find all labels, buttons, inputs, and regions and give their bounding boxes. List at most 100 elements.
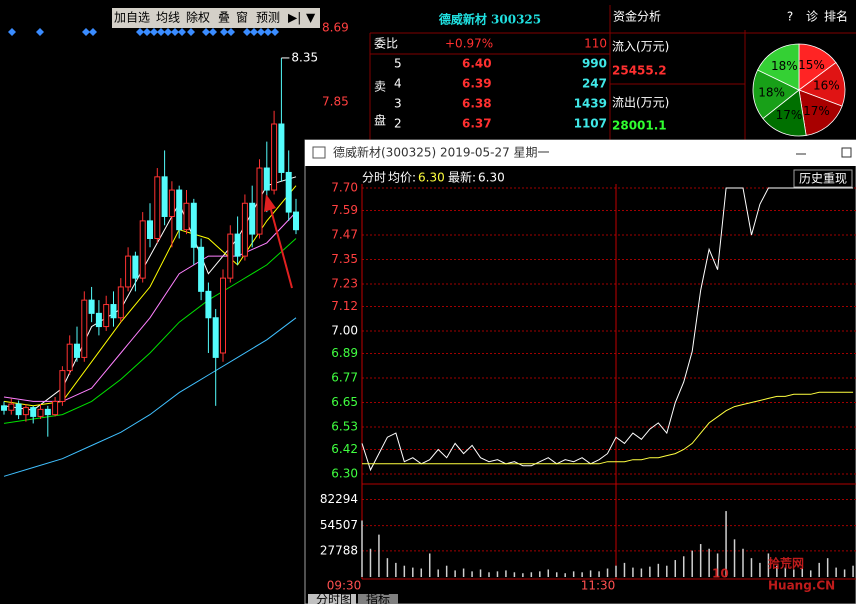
signal-marker — [136, 28, 144, 36]
candle-body — [285, 171, 292, 213]
signal-marker — [143, 28, 151, 36]
signal-marker — [202, 28, 210, 36]
price-line — [362, 391, 854, 465]
stock-title: 德威新材 300325 — [439, 12, 541, 27]
panel-icon[interactable]: ? — [787, 10, 793, 24]
order-side: 盘 — [374, 113, 386, 128]
tab[interactable] — [308, 594, 356, 604]
toolbar-button[interactable]: 除权 — [186, 10, 210, 25]
fund-label: 流入(万元) — [612, 40, 669, 54]
popup-titlebar — [305, 140, 856, 166]
history-button-frame[interactable] — [793, 169, 853, 188]
tab-label[interactable]: 分时图 — [316, 593, 352, 604]
y-tick-label: 7.70 — [331, 181, 358, 195]
toolbar-icon: ▶| — [288, 11, 301, 25]
signal-marker — [8, 28, 16, 36]
candle-body — [220, 277, 226, 354]
signal-marker — [243, 28, 251, 36]
tab[interactable] — [358, 594, 398, 604]
y-tick-label: 6.77 — [331, 370, 358, 384]
candle-body — [205, 290, 212, 319]
candle-body — [110, 304, 117, 319]
mode-label: 分时 — [362, 171, 386, 185]
signal-marker — [250, 28, 258, 36]
order-ratio-volume: 110 — [584, 37, 607, 51]
order-label: 委比 — [374, 37, 398, 51]
order-price: 6.38 — [462, 97, 492, 111]
toolbar-button[interactable]: 窗 — [236, 11, 248, 25]
pie-label: 17% — [776, 108, 803, 122]
signal-marker — [178, 28, 186, 36]
candle-body — [37, 408, 44, 417]
candle-body — [132, 255, 139, 279]
signal-marker — [187, 28, 195, 36]
toolbar-button[interactable]: 预测 — [256, 11, 280, 25]
order-price: 6.40 — [462, 57, 492, 71]
order-volume: 1107 — [574, 117, 607, 131]
candle-body — [161, 176, 168, 217]
pie-slice — [757, 43, 800, 91]
order-level: 2 — [394, 117, 402, 131]
avg-label: 均价: — [388, 171, 416, 185]
candle-body — [212, 317, 219, 358]
candle-body — [271, 123, 278, 191]
candle-body — [15, 403, 22, 416]
candle-body — [176, 189, 183, 231]
candle-body — [1, 405, 7, 411]
toolbar-button[interactable]: 叠 — [218, 11, 230, 25]
volume-tick-label: 82294 — [320, 492, 358, 506]
y-tick-label: 6.53 — [331, 420, 358, 434]
tab-label[interactable]: 指标 — [366, 592, 390, 604]
signal-marker — [157, 28, 165, 36]
maximize-button[interactable] — [841, 147, 852, 158]
candle-body — [125, 255, 132, 288]
toolbar-button[interactable]: 加自选 — [114, 11, 150, 25]
avg-value: 6.30 — [418, 171, 445, 185]
price-line — [361, 187, 854, 472]
fund-outflow: 28001.1 — [612, 119, 667, 133]
candle-body — [227, 233, 234, 279]
candle-body — [44, 408, 51, 416]
candle-body — [88, 299, 95, 314]
pie-slice — [762, 89, 807, 137]
arrow — [269, 205, 293, 289]
candle-body — [74, 343, 80, 358]
y-tick-label: 6.65 — [331, 395, 358, 409]
order-volume: 247 — [582, 77, 607, 91]
toolbar — [112, 8, 320, 28]
candle-body — [81, 299, 88, 358]
order-volume: 990 — [582, 57, 607, 71]
watermark-logo: 10 — [712, 567, 729, 581]
candle-body — [66, 343, 73, 372]
y-tick-label: 7.23 — [331, 277, 358, 291]
signal-marker — [89, 28, 97, 36]
candle-body — [8, 403, 15, 411]
fund-label: 流出(万元) — [612, 96, 669, 110]
candle-body — [256, 167, 263, 235]
popup-icon — [312, 146, 326, 159]
pie-label: 16% — [813, 79, 840, 93]
volume-tick-label: 54507 — [320, 518, 358, 532]
y-tick-label: 7.35 — [331, 252, 358, 266]
candle-body — [234, 233, 241, 257]
candle-body — [22, 407, 29, 416]
panel-icon[interactable]: 诊 — [806, 10, 818, 24]
candle-body — [95, 312, 102, 328]
order-price: 6.37 — [462, 117, 492, 131]
toolbar-button[interactable]: 均线 — [156, 11, 180, 25]
watermark-name: 拾荒网 — [768, 556, 804, 571]
signal-marker — [36, 28, 44, 36]
history-button[interactable]: 历史重现 — [799, 172, 847, 186]
order-volume: 1439 — [574, 97, 607, 111]
order-level: 3 — [394, 97, 402, 111]
signal-marker — [227, 28, 235, 36]
candle-body — [59, 370, 66, 402]
order-ratio: +0.97% — [445, 37, 493, 51]
signal-marker — [82, 28, 90, 36]
panel-icon[interactable]: 排名 — [824, 9, 848, 24]
candle-body — [241, 202, 248, 257]
signal-marker — [271, 28, 279, 36]
order-price: 6.39 — [462, 77, 492, 91]
toolbar-icon: ▼ — [306, 11, 316, 25]
signal-marker — [264, 28, 272, 36]
